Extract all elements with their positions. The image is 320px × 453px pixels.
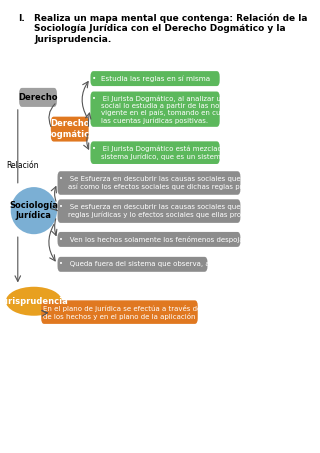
Text: Relación: Relación — [6, 161, 39, 170]
FancyBboxPatch shape — [19, 88, 57, 107]
FancyBboxPatch shape — [58, 199, 240, 223]
Text: •   Se esfuerza en descubrir las causas sociales que han producidos las
    regl: • Se esfuerza en descubrir las causas so… — [60, 204, 309, 218]
Text: Derecho: Derecho — [18, 93, 58, 102]
Text: I.: I. — [19, 14, 25, 23]
FancyBboxPatch shape — [91, 92, 220, 127]
Text: Jurisprudencia: Jurisprudencia — [0, 297, 68, 306]
Text: •  Estudia las reglas en sí misma: • Estudia las reglas en sí misma — [92, 75, 211, 82]
FancyBboxPatch shape — [91, 141, 220, 164]
Text: En el plano de jurídica se efectúa a través de  la averiguación
de los hechos y : En el plano de jurídica se efectúa a tra… — [43, 304, 260, 320]
Text: Sociología
Jurídica: Sociología Jurídica — [10, 201, 58, 220]
Text: •   Se Esfuerza en descubrir las causas sociales que la han producido,
    así c: • Se Esfuerza en descubrir las causas so… — [60, 176, 304, 190]
Text: •   El Jurista Dogmático, al analizar un fenómeno
    social lo estudia a partir: • El Jurista Dogmático, al analizar un f… — [92, 95, 275, 124]
Text: Derecho
Dogmático: Derecho Dogmático — [44, 120, 95, 139]
FancyBboxPatch shape — [58, 232, 240, 247]
FancyBboxPatch shape — [41, 300, 198, 324]
Ellipse shape — [6, 287, 62, 316]
FancyBboxPatch shape — [58, 257, 207, 272]
Text: •   Queda fuera del sistema que observa, aunque sea el suyo.: • Queda fuera del sistema que observa, a… — [60, 261, 276, 267]
Text: •   Ven los hechos solamente los fenómenos despojados de toda autoridad.: • Ven los hechos solamente los fenómenos… — [60, 236, 320, 243]
FancyBboxPatch shape — [91, 71, 220, 86]
Text: •   El Jurista Dogmático está mezclado en el interior de un
    sistema Jurídico: • El Jurista Dogmático está mezclado en … — [92, 145, 296, 160]
FancyBboxPatch shape — [51, 116, 89, 141]
FancyBboxPatch shape — [58, 171, 240, 195]
Ellipse shape — [11, 187, 57, 234]
Text: Realiza un mapa mental que contenga: Relación de la
Sociología Jurídica con el D: Realiza un mapa mental que contenga: Rel… — [34, 14, 308, 44]
